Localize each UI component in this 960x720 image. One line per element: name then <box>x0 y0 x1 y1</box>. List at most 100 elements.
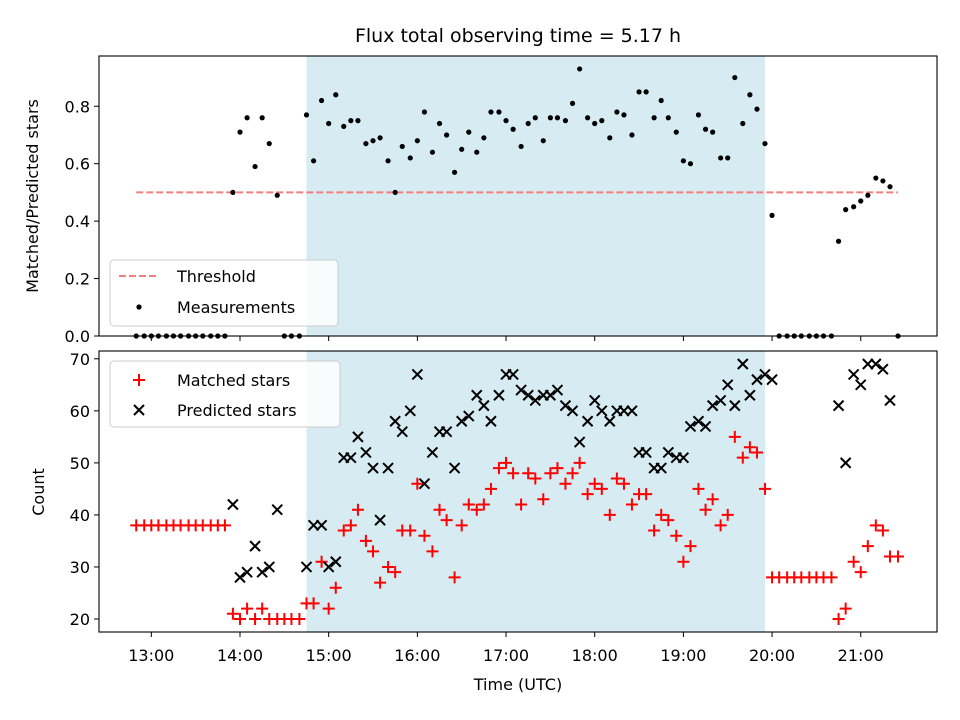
measurement-point <box>547 115 553 121</box>
predicted-stars-point <box>227 498 239 511</box>
predicted-stars-point <box>699 420 712 433</box>
measurement-point <box>592 120 598 127</box>
matched-stars-point <box>728 430 741 443</box>
matched-stars-point <box>448 571 461 584</box>
count-y-axis-label: Count <box>29 468 48 516</box>
matched-stars-point <box>389 566 402 579</box>
x-axis-label: Time (UTC) <box>473 675 562 694</box>
matched-stars-point <box>382 560 395 573</box>
predicted-stars-point <box>596 405 608 417</box>
measurement-point <box>436 120 443 127</box>
measurement-point <box>532 115 538 121</box>
predicted-stars-point <box>559 399 572 412</box>
matched-stars-point <box>249 612 262 625</box>
matched-stars-point <box>470 503 483 516</box>
predicted-stars-point <box>352 431 364 443</box>
measurement-point <box>266 140 272 147</box>
matched-stars-point <box>329 581 342 594</box>
measurement-point <box>481 135 487 141</box>
predicted-stars-point <box>448 462 461 474</box>
predicted-stars-point <box>662 446 675 459</box>
predicted-stars-point <box>440 425 453 438</box>
predicted-stars-point <box>551 384 564 396</box>
x-tick-label: 18:00 <box>572 646 618 665</box>
measurement-point <box>732 74 738 81</box>
measurement-point <box>370 138 376 144</box>
matched-stars-point <box>625 498 638 511</box>
predicted-stars-point <box>455 415 468 427</box>
measurement-point <box>740 120 746 127</box>
matched-stars-point <box>233 612 246 625</box>
matched-stars-point <box>706 493 719 506</box>
predicted-stars-point <box>249 540 261 552</box>
y-tick-label: 60 <box>70 402 90 421</box>
ratio-legend: Threshold Measurements <box>109 259 339 327</box>
predicted-stars-point <box>263 561 275 573</box>
measurement-point <box>887 184 893 190</box>
x-tick-label: 17:00 <box>483 646 529 665</box>
legend-predicted-label: Predicted stars <box>177 401 297 420</box>
measurement-point <box>636 89 642 95</box>
predicted-stars-point <box>729 399 741 412</box>
predicted-stars-point <box>692 415 705 427</box>
predicted-stars-point <box>884 394 896 407</box>
measurement-point <box>326 120 332 127</box>
y-tick-label: 40 <box>70 506 90 525</box>
y-tick-label: 30 <box>70 558 90 577</box>
measurement-point <box>725 155 731 161</box>
predicted-stars-point <box>360 446 372 459</box>
predicted-stars-point <box>684 420 697 433</box>
matched-stars-point <box>588 477 601 490</box>
y-tick-label: 0.0 <box>65 327 90 346</box>
matched-stars-point <box>876 524 889 537</box>
predicted-stars-point <box>566 405 579 417</box>
x-tick-label: 16:00 <box>394 646 440 665</box>
measurement-point <box>569 100 576 106</box>
predicted-stars-point <box>322 561 335 573</box>
predicted-stars-point <box>374 514 386 526</box>
measurement-point <box>363 140 369 147</box>
measurement-point <box>710 129 716 135</box>
predicted-stars-point <box>737 358 749 370</box>
measurement-point <box>599 118 605 124</box>
matched-stars-point <box>839 602 852 615</box>
measurement-point <box>718 155 724 161</box>
matched-stars-point <box>404 524 417 537</box>
measurement-point <box>230 189 236 196</box>
predicted-stars-point <box>722 379 734 391</box>
measurement-point <box>399 143 405 150</box>
matched-stars-point <box>307 597 320 610</box>
count-legend-box <box>109 360 341 428</box>
observing-window-bottom <box>306 351 765 632</box>
y-tick-label: 70 <box>70 350 90 369</box>
matched-stars-point <box>573 456 586 469</box>
matched-stars-point <box>256 602 269 615</box>
y-tick-label: 20 <box>70 610 90 629</box>
measurement-point <box>244 115 250 121</box>
predicted-stars-point <box>544 389 557 401</box>
measurement-point <box>318 97 325 104</box>
x-tick-label: 19:00 <box>660 646 706 665</box>
chart-title: Flux total observing time = 5.17 h <box>355 25 681 47</box>
predicted-stars-point <box>839 457 852 469</box>
observing-window-top <box>306 56 765 336</box>
measurement-point <box>873 175 879 181</box>
measurement-point <box>333 92 339 98</box>
measurement-point <box>385 158 391 164</box>
matched-stars-point <box>854 566 867 579</box>
measurement-point <box>643 89 649 95</box>
predicted-stars-point <box>345 451 357 464</box>
matched-stars-point <box>507 467 520 480</box>
x-tick-label: 13:00 <box>128 646 174 665</box>
predicted-stars-point <box>382 462 394 474</box>
measurement-point <box>259 115 265 121</box>
matched-stars-point <box>367 545 380 558</box>
measurement-point <box>488 109 494 115</box>
matched-stars-point <box>610 472 623 485</box>
measurement-point <box>421 109 428 115</box>
matched-stars-point <box>337 524 350 537</box>
matched-stars-point <box>411 477 424 490</box>
matched-stars-point <box>433 503 446 516</box>
predicted-stars-point <box>367 462 379 474</box>
